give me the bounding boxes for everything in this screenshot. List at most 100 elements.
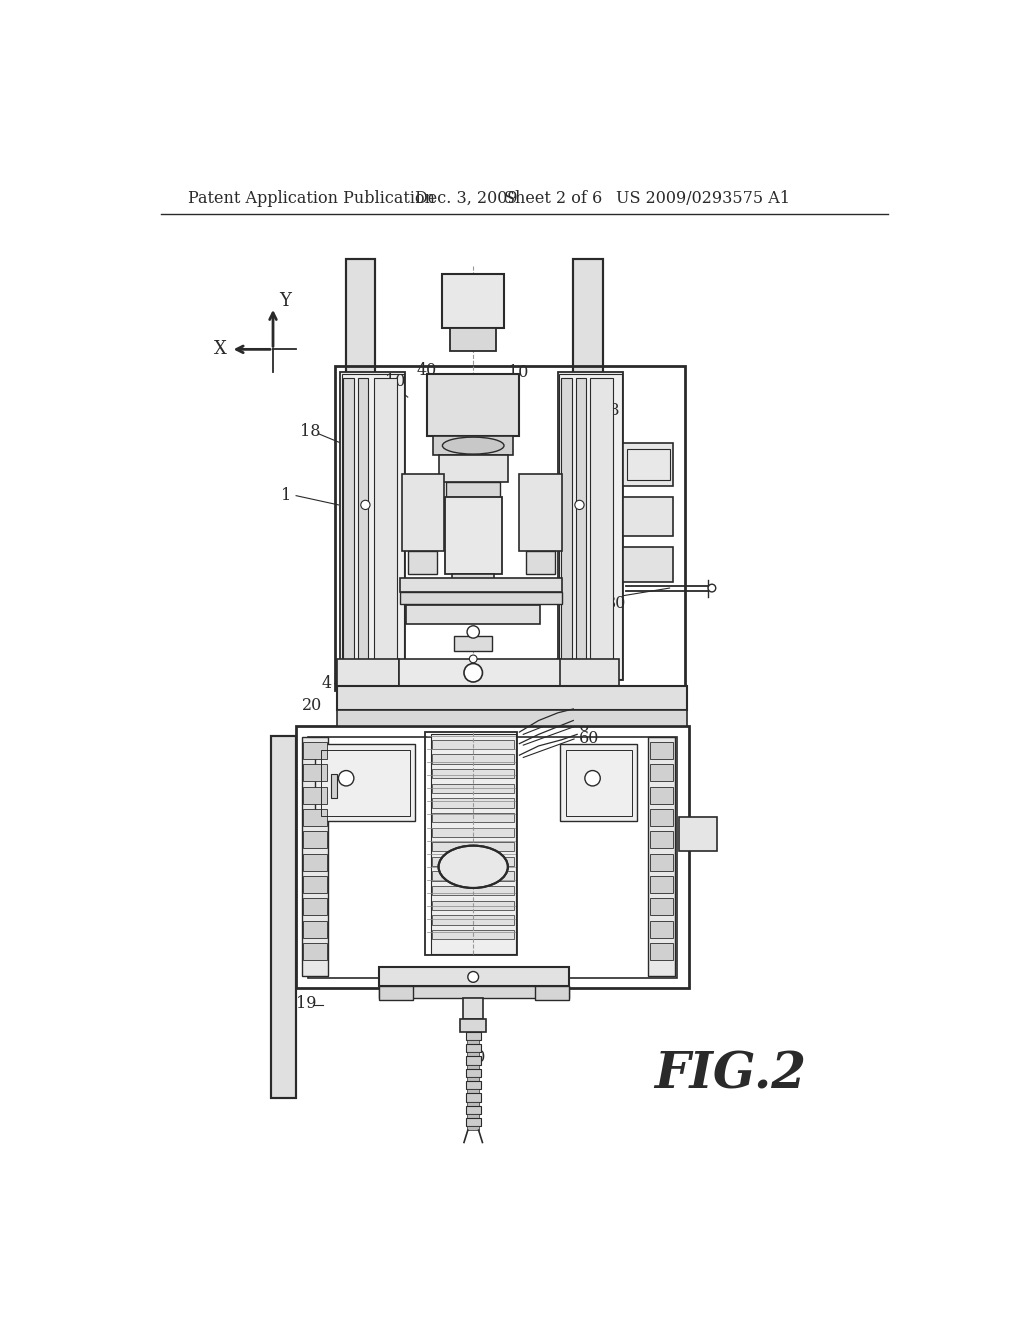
Bar	[398, 659, 560, 686]
Bar	[535, 986, 569, 1001]
Bar	[451, 327, 497, 351]
Bar	[407, 605, 541, 624]
Circle shape	[468, 972, 478, 982]
Text: US 2009/0293575 A1: US 2009/0293575 A1	[615, 190, 790, 207]
Bar	[425, 733, 517, 956]
Bar	[679, 817, 717, 851]
Bar	[454, 636, 493, 651]
Bar	[649, 921, 674, 937]
Bar	[379, 966, 569, 986]
Bar	[451, 597, 497, 611]
Bar	[467, 1052, 479, 1056]
Bar	[307, 738, 677, 978]
Bar	[466, 1056, 481, 1065]
Text: 10: 10	[508, 364, 528, 381]
Bar	[649, 854, 674, 871]
Bar	[467, 1102, 479, 1106]
Bar	[432, 871, 514, 880]
Bar	[271, 737, 296, 1098]
Bar	[433, 436, 513, 455]
Bar	[432, 813, 514, 822]
Bar	[432, 755, 514, 763]
Bar	[315, 743, 416, 821]
Bar	[303, 876, 327, 892]
Bar	[432, 739, 514, 748]
Text: 20: 20	[302, 697, 323, 714]
Bar	[432, 900, 514, 909]
Text: X: X	[214, 341, 226, 358]
Bar	[340, 372, 406, 681]
Bar	[432, 770, 514, 779]
Bar	[303, 942, 327, 960]
Bar	[346, 259, 376, 667]
Bar	[431, 734, 515, 954]
Bar	[467, 1089, 479, 1093]
Bar	[343, 378, 354, 675]
Bar	[648, 738, 675, 977]
Bar	[466, 1081, 481, 1089]
Bar	[560, 743, 637, 821]
Bar	[649, 809, 674, 826]
Ellipse shape	[442, 437, 504, 454]
Bar	[400, 578, 562, 591]
Bar	[444, 498, 502, 574]
Bar	[303, 854, 327, 871]
Text: Y: Y	[280, 292, 291, 310]
Bar	[400, 591, 562, 605]
Text: 18: 18	[599, 403, 620, 420]
Bar	[575, 378, 587, 675]
Bar	[466, 1106, 481, 1114]
Bar	[342, 374, 403, 678]
Circle shape	[469, 655, 477, 663]
Bar	[303, 832, 327, 849]
Circle shape	[467, 626, 479, 638]
Text: FIG.2: FIG.2	[654, 1051, 806, 1100]
Bar	[467, 1040, 479, 1044]
Bar	[408, 552, 437, 574]
Bar	[466, 1069, 481, 1077]
Bar	[649, 942, 674, 960]
Bar	[303, 921, 327, 937]
Bar	[624, 548, 674, 582]
Bar	[432, 929, 514, 940]
Bar	[573, 259, 602, 528]
Bar	[296, 726, 689, 987]
Text: 1: 1	[281, 487, 291, 504]
Text: 2: 2	[575, 668, 586, 685]
Bar	[401, 474, 444, 552]
Bar	[519, 474, 562, 552]
Bar	[301, 738, 329, 977]
Bar	[463, 998, 483, 1019]
Text: 20: 20	[545, 684, 565, 701]
Bar	[466, 1032, 481, 1040]
Text: 6: 6	[579, 718, 589, 735]
Text: 5: 5	[579, 706, 589, 723]
Bar	[379, 986, 569, 998]
Bar	[303, 787, 327, 804]
Text: 60: 60	[579, 730, 599, 747]
Bar	[438, 455, 508, 482]
Bar	[460, 1019, 486, 1032]
Bar	[331, 775, 337, 797]
Circle shape	[464, 664, 482, 682]
Bar	[467, 1114, 479, 1118]
Bar	[624, 444, 674, 486]
Text: 19: 19	[296, 995, 316, 1012]
Circle shape	[574, 500, 584, 510]
Bar	[337, 686, 686, 710]
Bar	[303, 899, 327, 915]
Bar	[557, 659, 618, 686]
Text: Dec. 3, 2009: Dec. 3, 2009	[416, 190, 518, 207]
Bar	[628, 449, 670, 480]
Bar	[649, 787, 674, 804]
Text: 10: 10	[385, 374, 406, 391]
Bar	[303, 764, 327, 781]
Bar	[357, 378, 369, 675]
Circle shape	[339, 771, 354, 785]
Text: Sheet 2 of 6: Sheet 2 of 6	[504, 190, 602, 207]
Bar	[466, 1093, 481, 1102]
Bar	[561, 378, 571, 675]
Text: 40: 40	[417, 362, 437, 379]
Bar	[559, 374, 622, 678]
Bar	[525, 552, 555, 574]
